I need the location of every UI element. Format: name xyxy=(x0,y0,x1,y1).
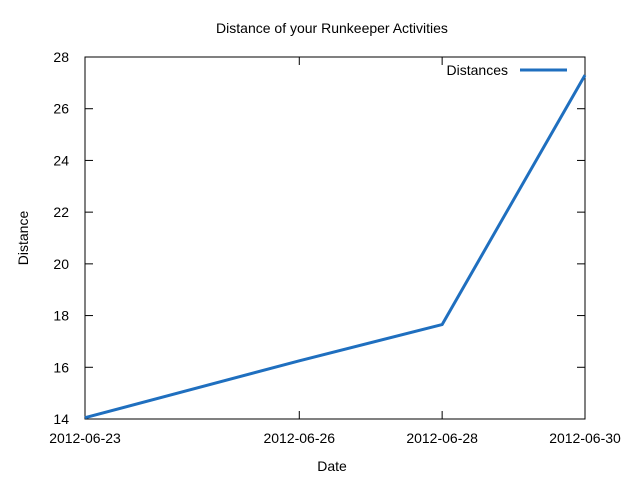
y-tick-label-7: 28 xyxy=(53,49,69,65)
x-tick-label-3: 2012-06-30 xyxy=(549,430,621,446)
x-axis: 2012-06-23 2012-06-26 2012-06-28 2012-06-30 xyxy=(49,57,621,446)
y-tick-label-3: 20 xyxy=(53,256,69,272)
y-tick-label-1: 16 xyxy=(53,359,69,375)
series-layer xyxy=(84,74,587,420)
y-tick-label-5: 24 xyxy=(53,152,69,168)
x-axis-label: Date xyxy=(317,458,347,474)
series-line-0 xyxy=(84,74,587,420)
legend-label: Distances xyxy=(447,62,508,78)
x-tick-label-2: 2012-06-28 xyxy=(406,430,478,446)
y-tick-label-6: 26 xyxy=(53,101,69,117)
chart-title: Distance of your Runkeeper Activities xyxy=(216,20,448,36)
x-tick-label-1: 2012-06-26 xyxy=(263,430,335,446)
y-axis-label: Distance xyxy=(15,211,31,266)
x-tick-label-0: 2012-06-23 xyxy=(49,430,121,446)
y-axis: 14 16 18 20 22 24 26 28 xyxy=(53,49,585,427)
y-tick-label-0: 14 xyxy=(53,411,69,427)
y-tick-label-2: 18 xyxy=(53,308,69,324)
legend: Distances xyxy=(447,62,567,78)
y-tick-label-4: 22 xyxy=(53,204,69,220)
plot-frame xyxy=(84,56,586,420)
